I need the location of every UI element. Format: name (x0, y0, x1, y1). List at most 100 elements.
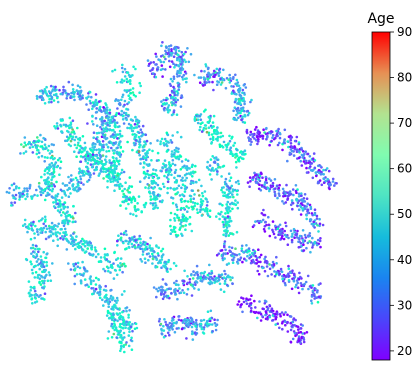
scatter-point (263, 183, 266, 186)
scatter-point (120, 168, 124, 172)
scatter-point (181, 213, 185, 216)
scatter-point (40, 140, 44, 144)
scatter-point (46, 171, 49, 175)
scatter-point (60, 130, 63, 133)
scatter-point (297, 199, 301, 202)
scatter-point (37, 250, 40, 254)
scatter-point (278, 272, 282, 276)
scatter-point (160, 266, 163, 270)
scatter-point (132, 65, 135, 69)
scatter-point (146, 151, 149, 155)
scatter-point (78, 272, 82, 276)
scatter-point (84, 154, 88, 157)
scatter-point (134, 120, 138, 123)
colorbar-gradient (371, 31, 391, 361)
scatter-point (176, 57, 179, 60)
scatter-point (197, 288, 200, 291)
scatter-point (52, 201, 55, 204)
scatter-point (113, 133, 117, 137)
scatter-point (278, 326, 281, 330)
scatter-point (127, 245, 131, 249)
scatter-point (105, 296, 109, 300)
scatter-point (104, 126, 108, 129)
scatter-point (318, 222, 322, 226)
scatter-point (169, 211, 173, 215)
scatter-point (226, 215, 230, 218)
scatter-point (46, 279, 50, 283)
scatter-point (174, 293, 177, 296)
scatter-point (223, 240, 227, 243)
scatter-point (144, 201, 148, 205)
scatter-point (253, 137, 256, 140)
scatter-point (233, 106, 237, 109)
scatter-point (31, 243, 35, 247)
scatter-point (185, 293, 189, 296)
scatter-point (281, 200, 284, 203)
scatter-point (123, 79, 126, 83)
scatter-point (195, 318, 198, 322)
scatter-point (193, 287, 196, 290)
scatter-point (324, 179, 328, 183)
scatter-point (176, 234, 180, 237)
scatter-point (208, 80, 211, 84)
scatter-point (296, 229, 299, 233)
colorbar-tick-label: 40 (397, 253, 412, 267)
scatter-point (305, 246, 308, 250)
scatter-point (245, 128, 249, 132)
scatter-point (307, 235, 310, 238)
scatter-point (277, 192, 281, 195)
scatter-point (47, 224, 51, 228)
scatter-point (234, 247, 237, 250)
scatter-point (279, 228, 283, 232)
scatter-point (84, 172, 88, 175)
scatter-point (101, 132, 105, 136)
scatter-point (221, 165, 225, 168)
scatter-point (119, 336, 122, 339)
scatter-point (172, 321, 176, 325)
scatter-point (250, 140, 253, 144)
scatter-point (49, 165, 53, 168)
scatter-point (69, 144, 72, 148)
scatter-point (173, 46, 177, 49)
scatter-point (129, 118, 133, 121)
scatter-point (155, 245, 158, 248)
scatter-point (127, 101, 131, 104)
scatter-point (35, 152, 39, 156)
scatter-point (179, 155, 183, 158)
scatter-point (163, 295, 166, 299)
scatter-point (221, 78, 225, 82)
scatter-point (300, 164, 304, 167)
scatter-point (295, 283, 298, 287)
scatter-point (244, 249, 248, 253)
scatter-point (312, 152, 316, 155)
scatter-point (172, 324, 175, 328)
scatter-point (232, 144, 235, 147)
scatter-point (65, 135, 69, 139)
scatter-point (236, 303, 239, 306)
scatter-point (229, 278, 232, 282)
scatter-point (94, 276, 98, 280)
scatter-point (294, 189, 298, 193)
scatter-point (63, 212, 67, 216)
scatter-point (180, 200, 183, 204)
scatter-point (139, 84, 142, 88)
scatter-point (319, 165, 323, 168)
scatter-point (271, 228, 274, 232)
scatter-point (52, 168, 56, 171)
scatter-point (174, 264, 178, 268)
scatter-point (138, 145, 141, 149)
scatter-point (216, 318, 219, 322)
scatter-point (164, 98, 168, 102)
scatter-point (121, 93, 125, 97)
scatter-point (86, 122, 89, 125)
scatter-point (164, 282, 167, 286)
scatter-point (189, 52, 193, 56)
scatter-point (132, 93, 136, 97)
scatter-point (38, 273, 41, 277)
scatter-point (154, 75, 158, 79)
scatter-point (183, 58, 186, 62)
scatter-point (116, 99, 120, 102)
scatter-point (263, 186, 267, 189)
scatter-point (14, 193, 18, 197)
scatter-point (112, 152, 116, 155)
